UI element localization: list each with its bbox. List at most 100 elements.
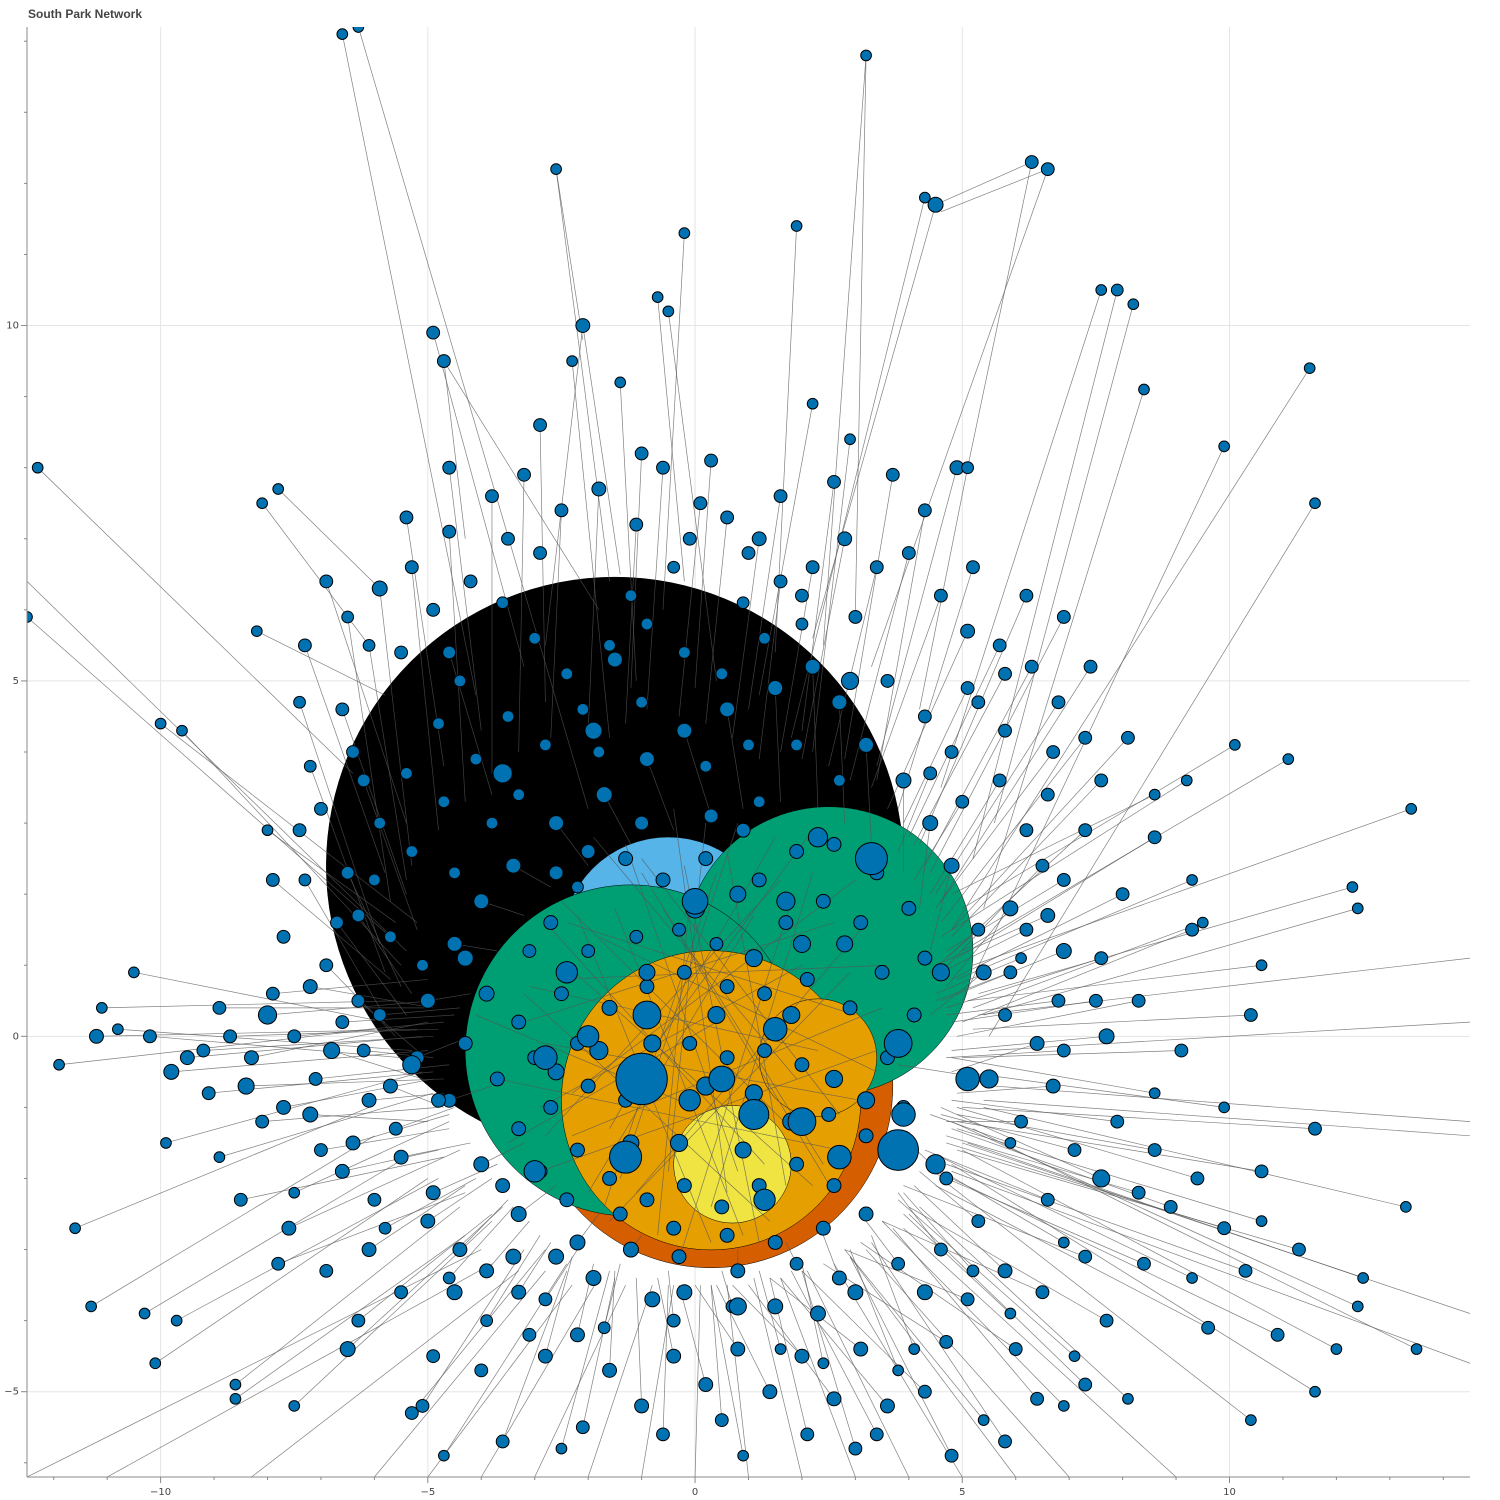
node-point: [715, 667, 729, 681]
node-point: [927, 196, 944, 213]
node-point: [883, 1029, 913, 1058]
edge-line: [919, 467, 968, 710]
node-point: [1410, 1343, 1423, 1355]
edge-line: [545, 879, 781, 1137]
node-point: [806, 397, 819, 410]
node-point: [356, 773, 371, 788]
edge-line: [983, 908, 1358, 1016]
edge-line: [422, 1249, 525, 1407]
node-point: [1238, 1263, 1253, 1278]
node-point: [265, 986, 280, 1001]
node-point: [442, 524, 457, 539]
edge-line: [935, 161, 1032, 206]
node-point: [31, 461, 44, 474]
node-point: [751, 872, 767, 888]
node-point: [831, 1270, 847, 1286]
node-point: [373, 816, 387, 830]
edge-line: [630, 453, 642, 689]
edge-line: [304, 645, 386, 873]
edge-line: [267, 1000, 434, 1016]
node-point: [372, 1008, 387, 1022]
node-point: [1400, 1201, 1412, 1213]
node-point: [281, 1220, 297, 1236]
node-point: [601, 999, 618, 1016]
node-point: [629, 517, 644, 532]
edge-line: [550, 510, 562, 738]
node-point: [809, 1305, 826, 1322]
node-point: [778, 915, 794, 931]
node-point: [831, 694, 848, 711]
node-point: [446, 1284, 463, 1301]
edge-line: [507, 1021, 717, 1144]
edge-line: [667, 1270, 675, 1321]
node-point: [742, 738, 755, 752]
edge-line: [716, 1284, 771, 1392]
edge-line: [940, 289, 1102, 788]
node-point: [1255, 959, 1268, 972]
node-point: [1003, 965, 1018, 980]
node-point: [933, 588, 948, 603]
node-point: [138, 1307, 151, 1320]
node-point: [998, 666, 1012, 681]
node-point: [1309, 497, 1321, 510]
node-point: [550, 163, 562, 176]
edge-line: [940, 1178, 1252, 1421]
node-point: [931, 963, 950, 982]
node-point: [1292, 1242, 1306, 1257]
edge-line: [935, 972, 1011, 1002]
edge-line: [251, 1270, 519, 1477]
edge-line: [443, 360, 600, 611]
node-point: [212, 1000, 227, 1015]
node-point: [288, 1186, 301, 1199]
node-point: [538, 1292, 553, 1307]
node-point: [1138, 383, 1150, 396]
edge-line: [171, 1050, 428, 1073]
edge-line: [363, 780, 418, 930]
edge-line: [294, 1021, 444, 1037]
node-point: [479, 1263, 495, 1279]
node-point: [737, 1449, 750, 1462]
edge-line: [919, 1206, 1129, 1400]
node-point: [662, 305, 675, 318]
edge-line: [694, 1284, 739, 1350]
edge-line: [806, 1270, 910, 1477]
node-point: [297, 638, 312, 653]
node-point: [844, 433, 856, 446]
edge-line: [219, 1092, 434, 1158]
node-point: [787, 1107, 817, 1137]
edge-line: [956, 836, 1155, 959]
node-point: [869, 1427, 884, 1442]
node-point: [762, 1016, 788, 1042]
node-point: [511, 1121, 527, 1137]
node-point: [404, 560, 419, 575]
node-point: [533, 1045, 558, 1070]
edge-line: [940, 780, 1187, 938]
node-point: [293, 695, 306, 709]
edge-line: [903, 1185, 1086, 1257]
node-point: [730, 1341, 746, 1357]
node-point: [580, 844, 596, 859]
edge-line: [133, 971, 386, 1023]
node-point: [581, 944, 596, 958]
node-point: [651, 291, 664, 303]
node-point: [298, 873, 312, 887]
node-point: [575, 318, 591, 333]
node-point: [1051, 695, 1066, 710]
node-point: [237, 1077, 255, 1095]
edge-line: [780, 1277, 888, 1407]
edge-line: [710, 872, 813, 1208]
edge-line: [486, 1235, 541, 1321]
edge-line: [448, 531, 466, 802]
edge-line: [235, 1235, 466, 1400]
node-point: [548, 1248, 565, 1265]
edge-line: [144, 1156, 407, 1314]
edge-line: [294, 1121, 450, 1194]
edge-line: [662, 233, 685, 610]
node-point: [998, 723, 1012, 738]
node-point: [448, 866, 461, 880]
edge-line: [411, 1249, 546, 1414]
node-point: [624, 589, 638, 603]
node-point: [799, 972, 815, 987]
edge-line: [342, 1014, 455, 1023]
node-point: [916, 1284, 933, 1301]
